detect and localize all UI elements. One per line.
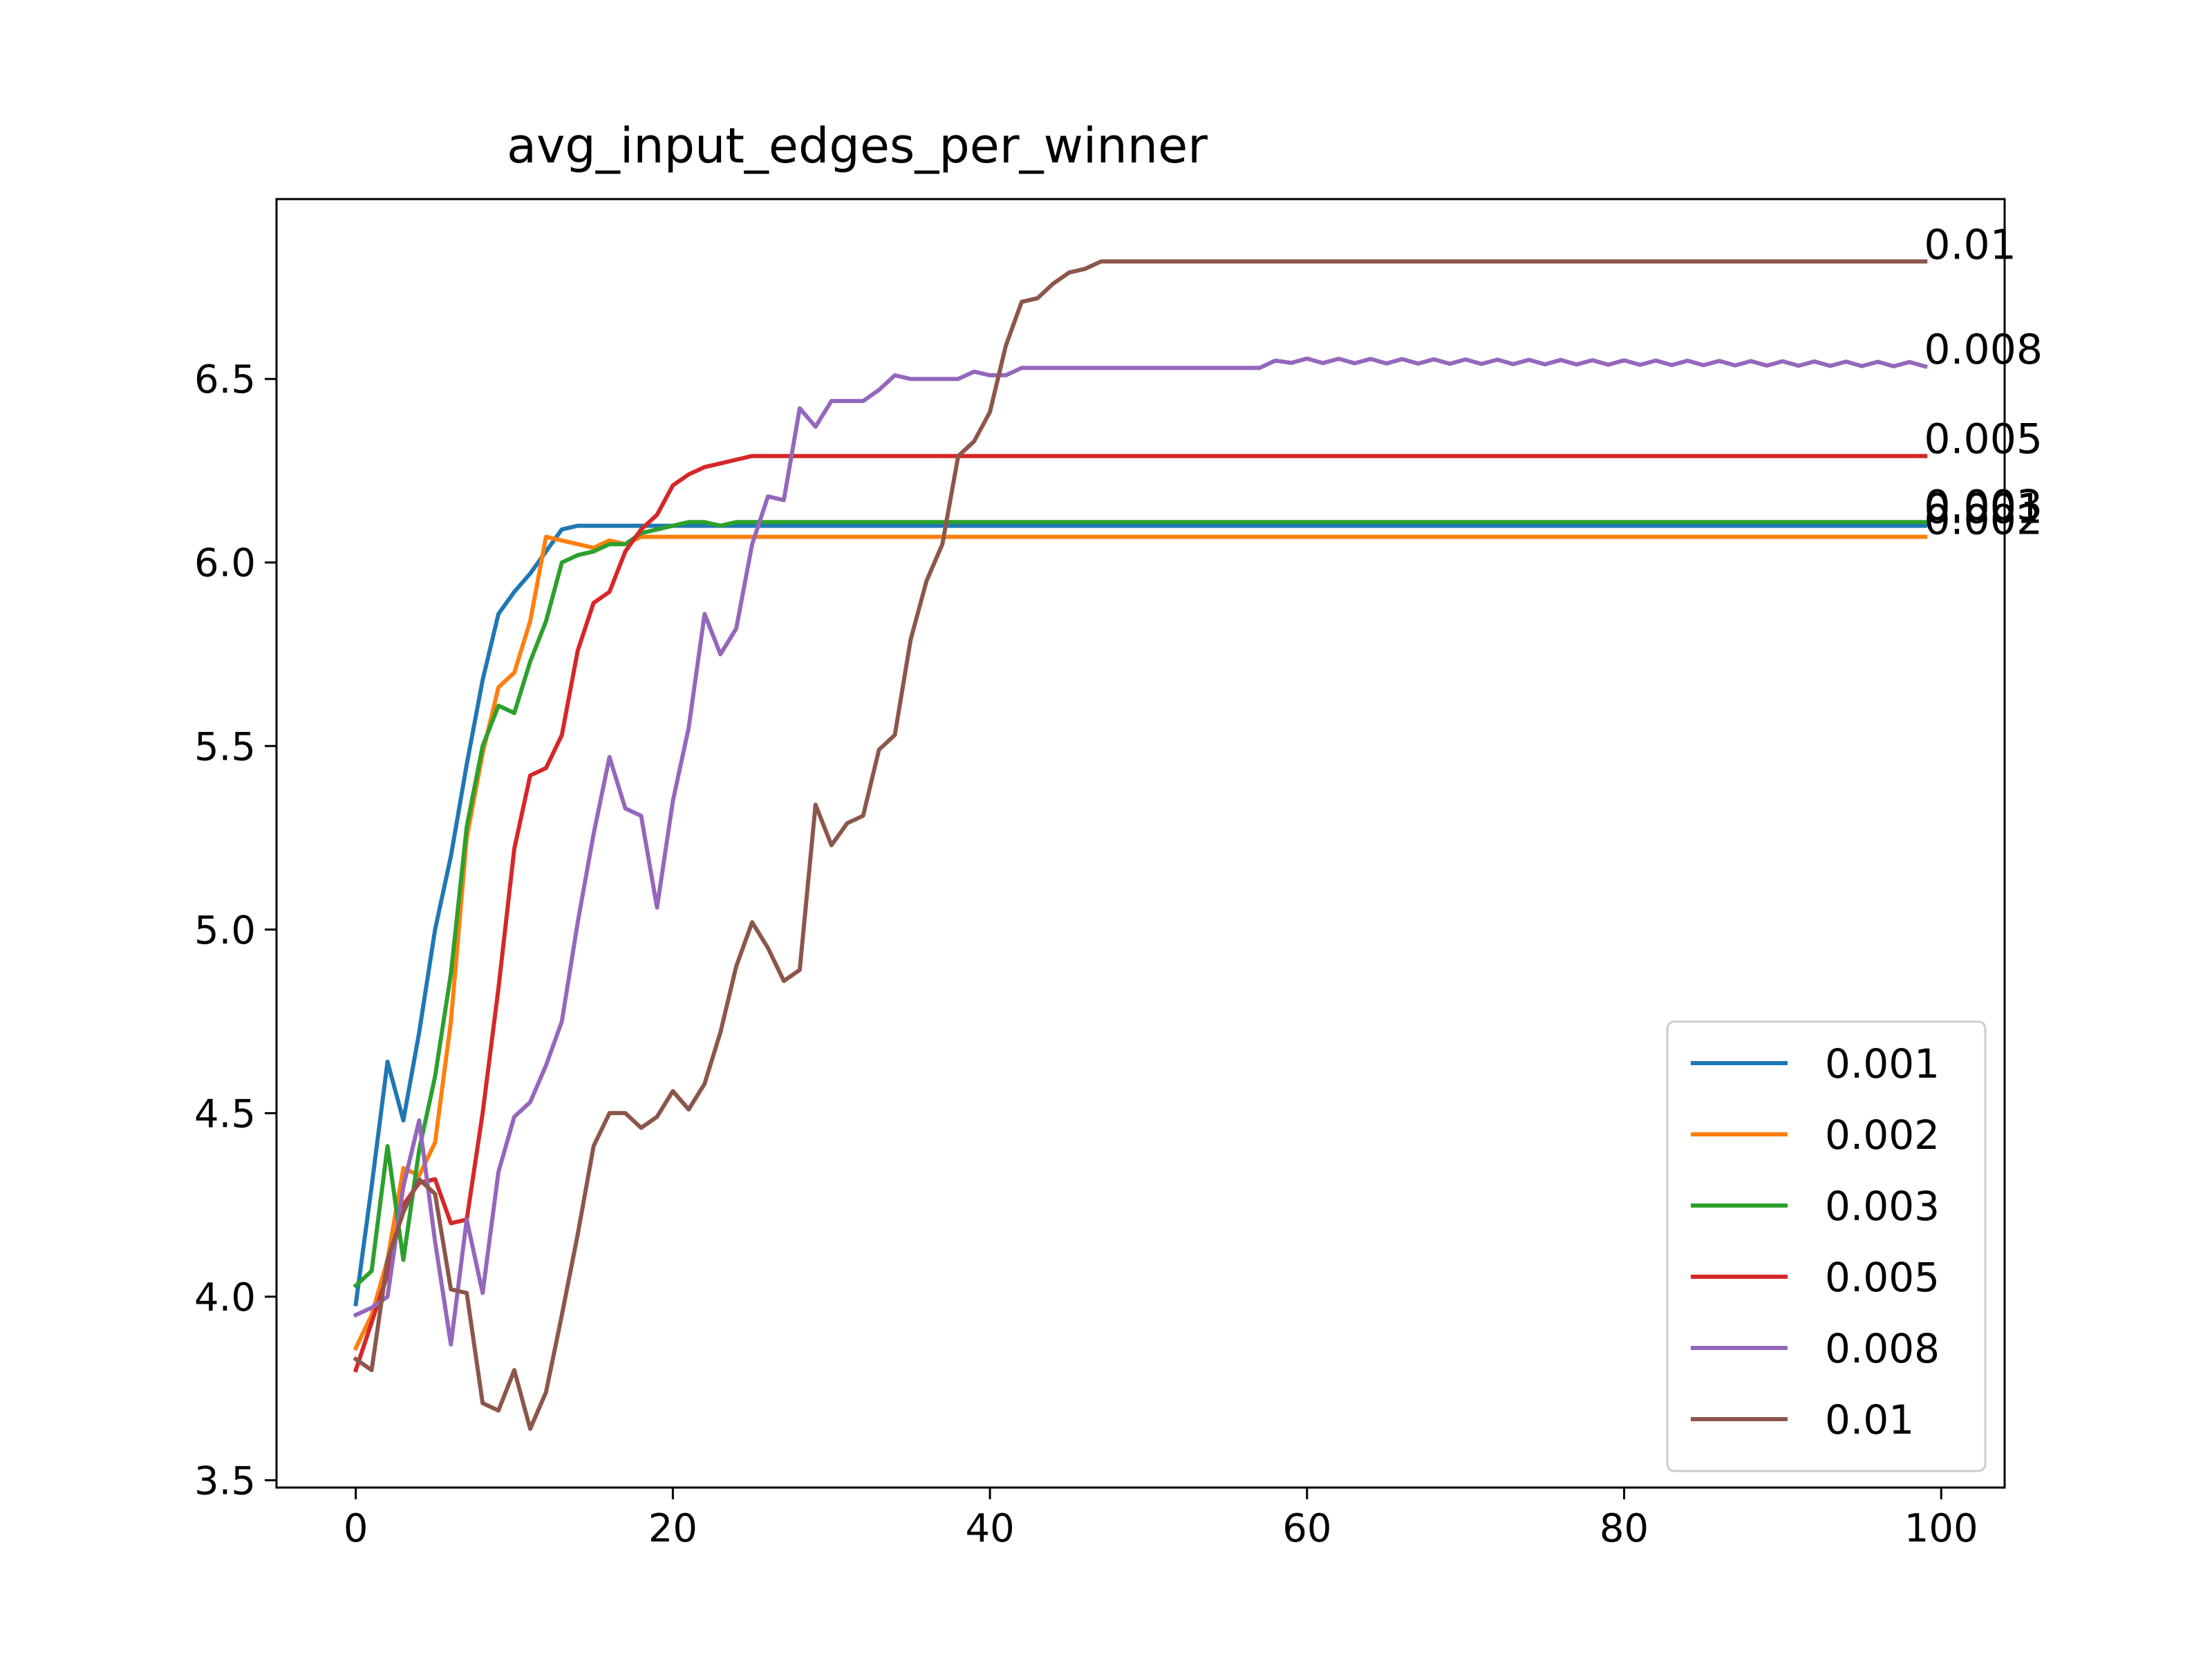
- series-line-0-005: [353, 453, 1928, 1373]
- x-tick-label: 100: [1904, 1506, 1978, 1551]
- y-axis: 3.5 4.0 4.5 5.0 5.5 6.0 6.5: [194, 357, 276, 1503]
- y-tick-label: 5.0: [194, 908, 256, 953]
- x-tick-label: 20: [648, 1506, 697, 1551]
- chart-title: avg_input_edges_per_winner: [507, 118, 1208, 174]
- end-label-0-005: 0.005: [1924, 415, 2043, 464]
- y-tick-label: 3.5: [194, 1459, 256, 1503]
- end-label-0-002: 0.002: [1924, 496, 2043, 545]
- y-tick-label: 4.5: [194, 1091, 256, 1136]
- series-line-0-01: [353, 259, 1928, 1431]
- y-tick-label: 6.0: [194, 541, 256, 586]
- series-line-0-003: [353, 520, 1928, 1289]
- end-label-0-01: 0.01: [1924, 221, 2016, 269]
- legend: 0.001 0.002 0.003 0.005 0.008 0.01: [1666, 1020, 1987, 1472]
- series-layer: [353, 259, 1929, 1431]
- x-tick-label: 80: [1600, 1506, 1649, 1551]
- legend-label-0-01: 0.01: [1825, 1396, 1914, 1443]
- legend-label-0-005: 0.005: [1825, 1254, 1940, 1301]
- end-label-0-008: 0.008: [1924, 326, 2043, 374]
- end-label-0-003: 0.003: [1924, 481, 2043, 529]
- x-tick-label: 0: [344, 1506, 368, 1551]
- legend-label-0-001: 0.001: [1825, 1040, 1940, 1087]
- legend-label-0-002: 0.002: [1825, 1112, 1940, 1159]
- x-axis: 0 20 40 60 80 100: [344, 1488, 1978, 1551]
- end-label-0-001: 0.001: [1924, 485, 2043, 534]
- series-line-0-008: [353, 356, 1929, 1347]
- x-tick-label: 60: [1282, 1506, 1331, 1551]
- legend-label-0-008: 0.008: [1825, 1325, 1940, 1372]
- y-tick-label: 4.0: [194, 1275, 256, 1320]
- plot-area-frame: [275, 198, 2006, 1489]
- series-line-0-001: [353, 523, 1928, 1306]
- legend-label-0-003: 0.003: [1825, 1183, 1940, 1230]
- y-tick-label: 5.5: [194, 724, 256, 769]
- y-tick-label: 6.5: [194, 357, 256, 402]
- x-tick-label: 40: [965, 1506, 1014, 1551]
